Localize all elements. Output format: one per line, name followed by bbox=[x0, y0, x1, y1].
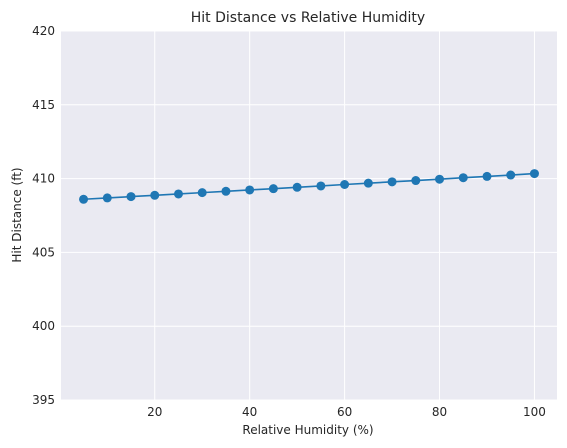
data-point bbox=[245, 185, 255, 195]
data-point bbox=[458, 173, 468, 183]
y-tick-label: 400 bbox=[32, 319, 55, 333]
series-group bbox=[79, 169, 539, 204]
data-point bbox=[411, 176, 421, 186]
grid-lines bbox=[61, 30, 557, 401]
data-point bbox=[529, 169, 539, 179]
data-point bbox=[363, 178, 373, 188]
data-point bbox=[268, 184, 278, 194]
y-tick-label: 405 bbox=[32, 245, 55, 259]
data-point bbox=[102, 193, 112, 203]
chart-title: Hit Distance vs Relative Humidity bbox=[191, 10, 425, 26]
data-point bbox=[435, 174, 445, 184]
x-axis-label: Relative Humidity (%) bbox=[242, 423, 373, 437]
data-point bbox=[197, 188, 207, 198]
x-tick-label: 20 bbox=[147, 405, 162, 419]
x-tick-label: 40 bbox=[242, 405, 257, 419]
data-point bbox=[387, 177, 397, 187]
y-tick-label: 415 bbox=[32, 98, 55, 112]
y-axis-label: Hit Distance (ft) bbox=[10, 167, 24, 262]
y-tick-labels: 395 400 405 410 415 420 bbox=[32, 24, 55, 407]
y-tick-label: 420 bbox=[32, 24, 55, 38]
plot-area bbox=[61, 31, 557, 400]
x-tick-label: 100 bbox=[523, 405, 546, 419]
y-tick-label: 395 bbox=[32, 393, 55, 407]
x-tick-label: 80 bbox=[432, 405, 447, 419]
data-point bbox=[482, 171, 492, 181]
data-point bbox=[150, 190, 160, 200]
y-tick-label: 410 bbox=[32, 172, 55, 186]
x-tick-label: 60 bbox=[337, 405, 352, 419]
data-point bbox=[316, 181, 326, 191]
data-point bbox=[292, 182, 302, 192]
data-point bbox=[506, 170, 516, 180]
data-point bbox=[173, 189, 183, 199]
data-point bbox=[126, 192, 136, 202]
x-tick-labels: 20 40 60 80 100 bbox=[147, 405, 546, 419]
data-point bbox=[340, 180, 350, 190]
data-point bbox=[79, 194, 89, 204]
data-point bbox=[221, 186, 231, 196]
